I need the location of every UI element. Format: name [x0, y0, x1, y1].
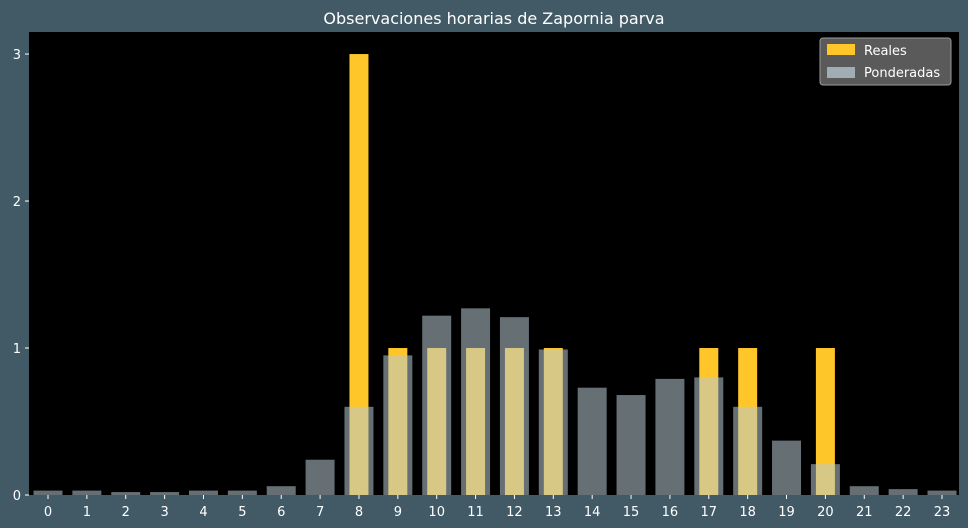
x-tick-label-16: 16 [662, 505, 679, 520]
bar-ponderadas-19 [772, 440, 802, 495]
bar-ponderadas-17 [694, 377, 724, 495]
x-tick-label-3: 3 [160, 505, 168, 520]
y-tick-label-1: 1 [13, 342, 21, 357]
x-tick-label-19: 19 [778, 505, 795, 520]
x-axis: 0 1 2 3 4 5 6 7 8 9 10 11 12 13 14 15 16 17 18 19 20 21 22 23 [44, 495, 950, 520]
bar-ponderadas-16 [655, 378, 685, 495]
bar-ponderadas-18 [733, 406, 763, 495]
x-tick-label-23: 23 [934, 505, 951, 520]
x-tick-label-2: 2 [122, 505, 130, 520]
x-tick-label-5: 5 [238, 505, 246, 520]
legend-swatch-reales [827, 44, 855, 55]
bar-ponderadas-14 [577, 387, 607, 495]
legend-swatch-ponderadas [827, 67, 855, 78]
bar-ponderadas-1 [72, 490, 102, 495]
x-tick-label-4: 4 [199, 505, 207, 520]
y-tick-label-3: 3 [13, 48, 21, 63]
bar-ponderadas-20 [810, 464, 840, 495]
x-tick-label-13: 13 [545, 505, 562, 520]
x-tick-label-22: 22 [895, 505, 912, 520]
y-axis: 0 1 2 3 [13, 48, 29, 504]
bar-ponderadas-11 [461, 308, 491, 495]
x-tick-label-14: 14 [584, 505, 601, 520]
bar-ponderadas-13 [538, 349, 568, 495]
legend-label-ponderadas: Ponderadas [864, 66, 940, 81]
x-tick-label-15: 15 [623, 505, 640, 520]
x-tick-label-6: 6 [277, 505, 285, 520]
x-tick-label-1: 1 [83, 505, 91, 520]
x-tick-label-0: 0 [44, 505, 52, 520]
bar-ponderadas-4 [188, 490, 218, 495]
legend-label-reales: Reales [864, 44, 907, 59]
bar-ponderadas-3 [150, 492, 180, 495]
bar-ponderadas-2 [111, 492, 141, 495]
x-tick-label-18: 18 [739, 505, 756, 520]
bar-ponderadas-23 [927, 490, 957, 495]
bar-reales-20 [815, 348, 835, 495]
bar-ponderadas-5 [227, 490, 257, 495]
legend: Reales Ponderadas [819, 37, 952, 86]
bar-ponderadas-8 [344, 406, 374, 495]
plot-area [29, 32, 959, 495]
y-tick-label-0: 0 [13, 489, 21, 504]
y-tick-label-2: 2 [13, 195, 21, 210]
x-tick-label-17: 17 [701, 505, 718, 520]
bar-ponderadas-15 [616, 395, 646, 495]
bar-ponderadas-10 [422, 315, 452, 495]
bar-ponderadas-6 [266, 486, 296, 495]
bar-ponderadas-21 [849, 486, 879, 495]
bar-ponderadas-12 [499, 317, 529, 495]
bar-reales-8 [349, 54, 369, 496]
bar-ponderadas-7 [305, 459, 335, 495]
bar-ponderadas-9 [383, 355, 413, 495]
x-tick-label-10: 10 [428, 505, 445, 520]
x-tick-label-12: 12 [506, 505, 523, 520]
x-tick-label-9: 9 [394, 505, 402, 520]
x-tick-label-20: 20 [817, 505, 834, 520]
x-tick-label-7: 7 [316, 505, 324, 520]
x-tick-label-8: 8 [355, 505, 363, 520]
x-tick-label-11: 11 [467, 505, 484, 520]
series-ponderadas [33, 308, 957, 495]
bar-ponderadas-22 [888, 489, 918, 495]
chart-title: Observaciones horarias de Zapornia parva [323, 9, 664, 28]
bar-ponderadas-0 [33, 490, 63, 495]
x-tick-label-21: 21 [856, 505, 873, 520]
